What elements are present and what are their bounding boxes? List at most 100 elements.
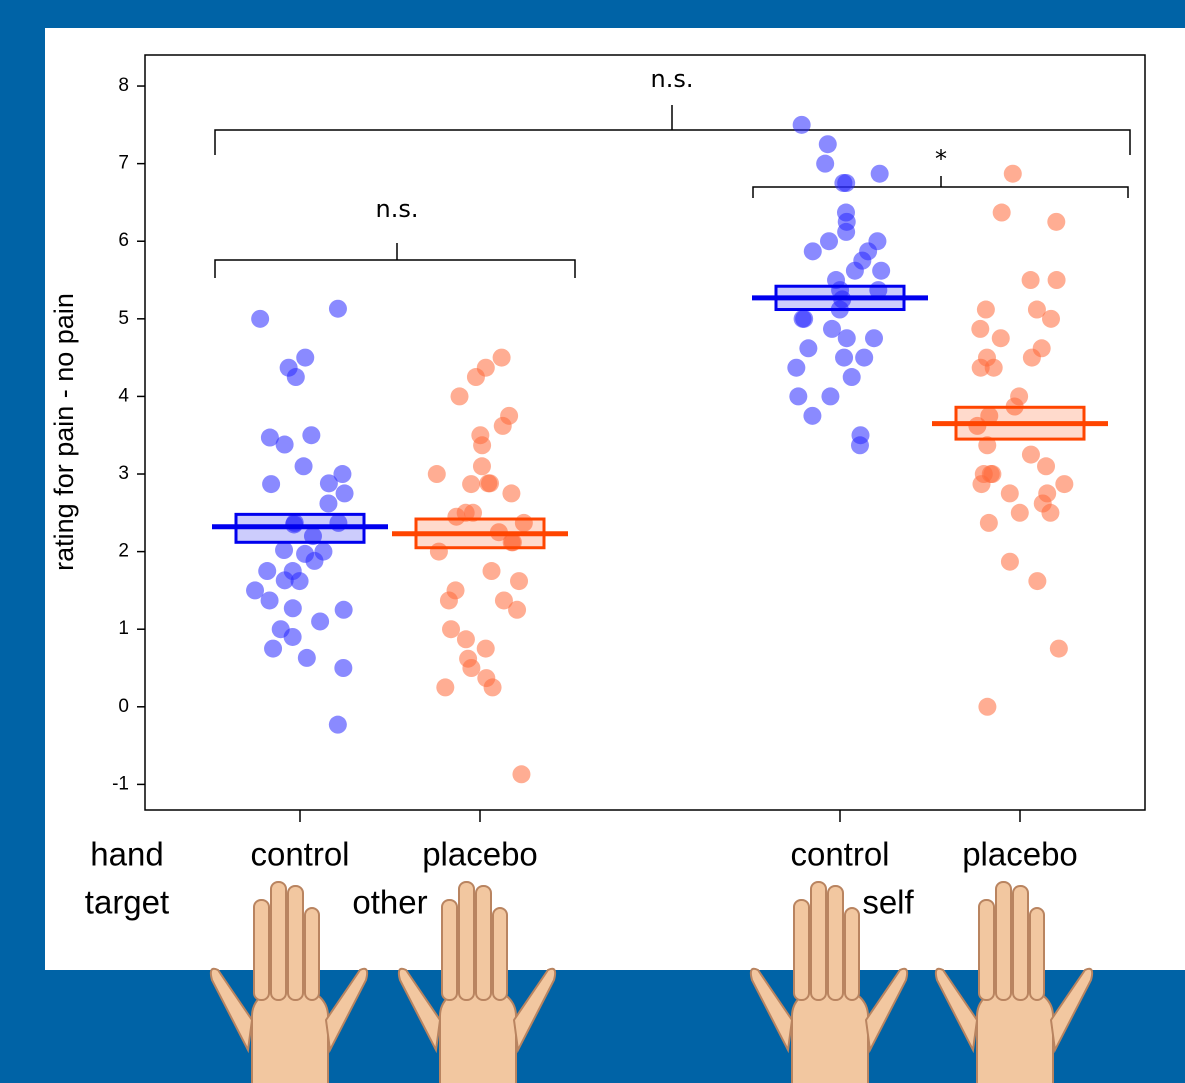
data-point [789,387,807,405]
data-point [462,475,480,493]
y-tick-label: 2 [118,541,129,562]
data-point [1011,504,1029,522]
data-point [295,457,313,475]
data-point [846,262,864,280]
data-point [298,649,316,667]
x-tick-label: control [790,836,889,873]
data-point [264,640,282,658]
y-tick-label: 0 [118,696,129,717]
data-point [1048,271,1066,289]
y-tick-label: -1 [112,773,129,794]
data-point [985,359,1003,377]
data-point [512,765,530,783]
y-tick-label: 1 [118,618,129,639]
data-point [320,474,338,492]
x-tick-label: placebo [422,836,538,873]
data-point [1050,640,1068,658]
data-point [1028,572,1046,590]
data-point [251,310,269,328]
data-point [334,659,352,677]
data-point [1022,271,1040,289]
data-point [1047,213,1065,231]
data-point [977,301,995,319]
data-point [493,349,511,367]
data-point [837,223,855,241]
data-point [838,329,856,347]
data-point [305,552,323,570]
row-label: target [85,884,169,921]
data-point [851,436,869,454]
data-point [451,387,469,405]
row-label: hand [90,836,163,873]
data-point [993,204,1011,222]
data-point [819,135,837,153]
data-point [872,262,890,280]
data-point [473,457,491,475]
data-point [804,242,822,260]
group-label: other [352,884,427,921]
data-point [1001,553,1019,571]
data-point [440,591,458,609]
y-tick-label: 3 [118,463,129,484]
data-point [336,484,354,502]
data-point [329,300,347,318]
data-point [1023,349,1041,367]
data-point [467,368,485,386]
chart: rating for pain - no pain hand target n.… [0,0,1185,1083]
annotation: n.s. [651,65,694,93]
y-tick-label: 6 [118,230,129,251]
data-point [821,387,839,405]
data-point [1042,310,1060,328]
data-point [481,474,499,492]
data-point [284,599,302,617]
data-point [262,475,280,493]
data-point [276,436,294,454]
data-point [1004,165,1022,183]
data-point [980,514,998,532]
data-point [302,426,320,444]
data-point [442,620,460,638]
data-point [457,630,475,648]
data-point [510,572,528,590]
data-point [1041,504,1059,522]
data-point [462,659,480,677]
data-point [477,640,495,658]
data-point [971,320,989,338]
data-point [508,601,526,619]
data-point [258,562,276,580]
data-point [865,329,883,347]
data-point [871,165,889,183]
data-point [799,339,817,357]
y-tick-label: 4 [118,385,129,406]
data-point [284,628,302,646]
group-label: self [862,884,914,921]
data-point [494,417,512,435]
data-point [855,349,873,367]
data-point [816,155,834,173]
data-point [793,116,811,134]
data-point [261,591,279,609]
data-point [787,359,805,377]
annotation: * [935,145,947,173]
data-point [835,349,853,367]
data-point [1055,475,1073,493]
data-point [1022,446,1040,464]
data-point [1037,457,1055,475]
data-point [992,329,1010,347]
data-point [296,349,314,367]
data-point [291,572,309,590]
annotation: n.s. [376,195,419,223]
data-point [972,475,990,493]
x-tick-label: control [250,836,349,873]
data-point [311,612,329,630]
data-point [436,678,454,696]
data-point [287,368,305,386]
data-point [329,716,347,734]
data-point [837,174,855,192]
data-point [1001,484,1019,502]
x-tick-label: placebo [962,836,1078,873]
data-point [473,436,491,454]
y-tick-label: 7 [118,153,129,174]
data-point [843,368,861,386]
data-point [428,465,446,483]
